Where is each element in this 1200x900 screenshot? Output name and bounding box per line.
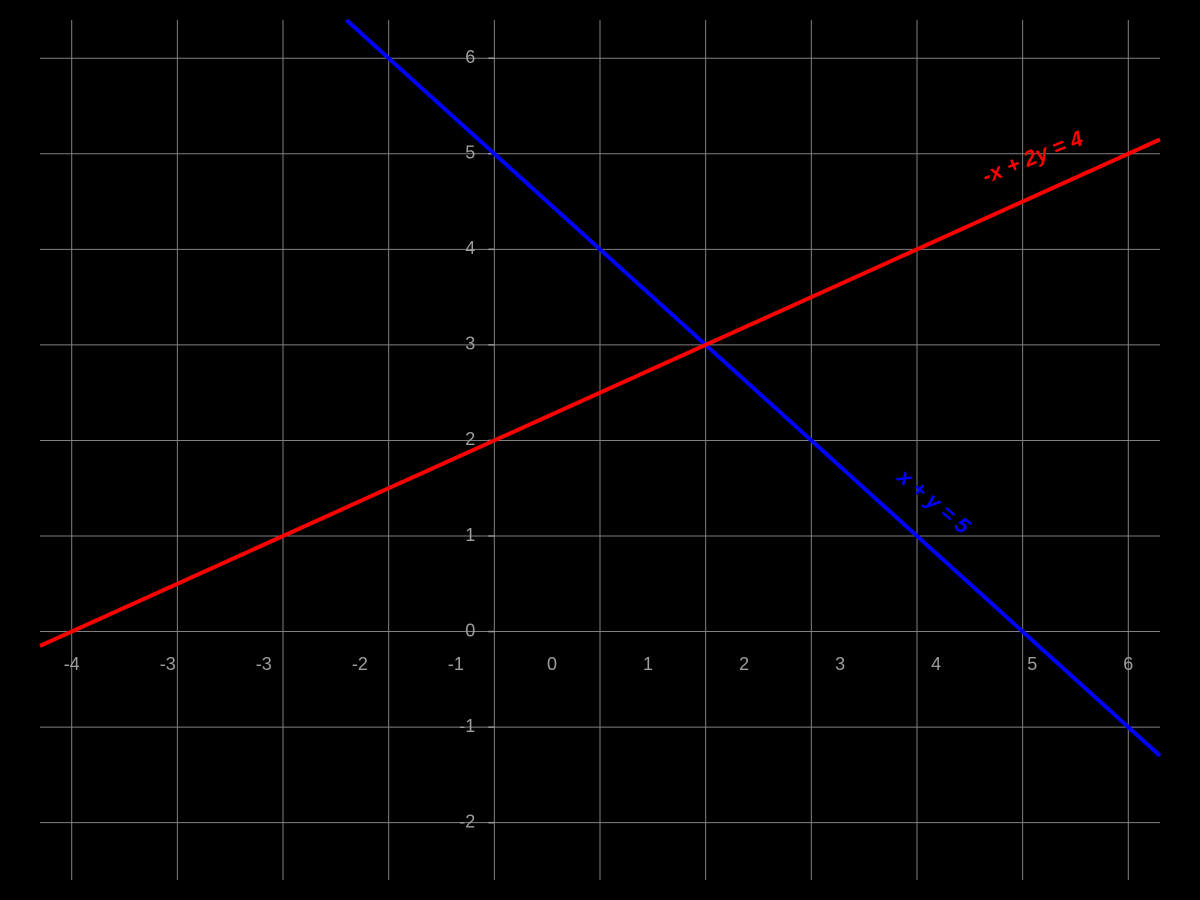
y-tick-label: 3 <box>465 334 475 354</box>
x-tick-label: 6 <box>1123 654 1133 674</box>
x-tick-label: 0 <box>547 654 557 674</box>
y-tick-label: 2 <box>465 429 475 449</box>
y-tick-label: 6 <box>465 47 475 67</box>
x-tick-label: 2 <box>739 654 749 674</box>
x-tick-label: 5 <box>1027 654 1037 674</box>
y-tick-label: 4 <box>465 238 475 258</box>
x-tick-label: -4 <box>64 654 80 674</box>
x-tick-label: 4 <box>931 654 941 674</box>
x-tick-label: 3 <box>835 654 845 674</box>
y-tick-label: 5 <box>465 143 475 163</box>
y-tick-label: 1 <box>465 525 475 545</box>
linear-system-chart: -4-3-3-2-10123456-2-10123456x + y = 5-x … <box>0 0 1200 900</box>
x-tick-label: -2 <box>352 654 368 674</box>
x-tick-label: -3 <box>160 654 176 674</box>
x-tick-label: -3 <box>256 654 272 674</box>
y-tick-label: -2 <box>459 811 475 831</box>
y-tick-label: -1 <box>459 716 475 736</box>
x-tick-label: 1 <box>643 654 653 674</box>
y-tick-label: 0 <box>465 620 475 640</box>
x-tick-label: -1 <box>448 654 464 674</box>
